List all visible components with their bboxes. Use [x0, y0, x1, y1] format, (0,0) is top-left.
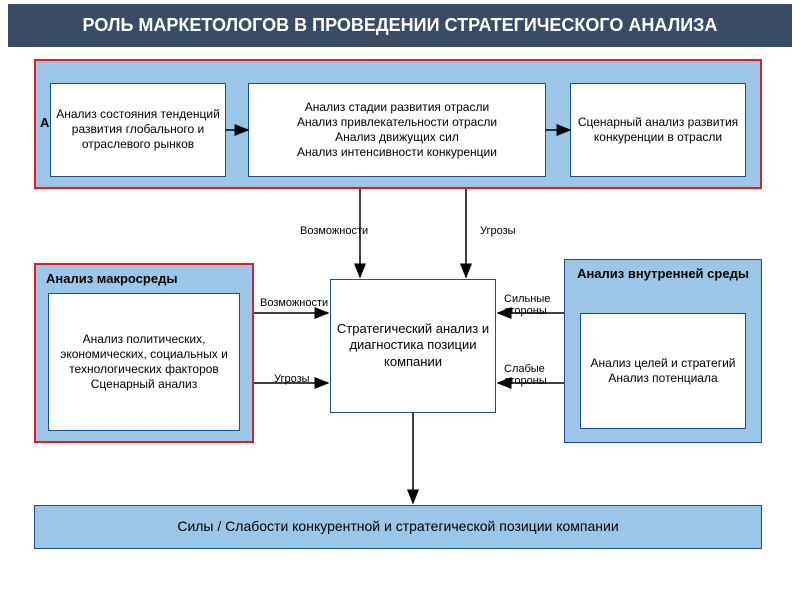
micro-box-1-text: Анализ состояния тенденций развития глоб… [55, 107, 221, 152]
label-top-right: Угрозы [480, 225, 516, 237]
macro-box: Анализ политических, экономических, соци… [48, 293, 240, 431]
micro-box-2-text: Анализ стадии развития отрасли Анализ пр… [297, 100, 497, 160]
bottom-bar-text: Силы / Слабости конкурентной и стратегич… [177, 518, 618, 536]
page-title: РОЛЬ МАРКЕТОЛОГОВ В ПРОВЕДЕНИИ СТРАТЕГИЧ… [8, 4, 792, 47]
inner-box: Анализ целей и стратегий Анализ потенциа… [580, 313, 746, 429]
center-box-text: Стратегический анализ и диагностика пози… [335, 321, 491, 370]
diagram-canvas: Анализ микросреды Анализ состояния тенде… [0, 53, 800, 581]
label-mid-left-1: Возможности [260, 297, 328, 309]
micro-box-3: Сценарный анализ развития конкуренции в … [570, 83, 746, 177]
inner-box-text: Анализ целей и стратегий Анализ потенциа… [590, 356, 735, 386]
micro-box-3-text: Сценарный анализ развития конкуренции в … [575, 115, 741, 145]
label-top-left: Возможности [300, 225, 368, 237]
micro-box-2: Анализ стадии развития отрасли Анализ пр… [248, 83, 546, 177]
label-mid-left-2: Угрозы [274, 373, 310, 385]
label-mid-right-1: Сильныестороны [504, 293, 550, 317]
inner-title: Анализ внутренней среды [577, 266, 749, 282]
micro-box-1: Анализ состояния тенденций развития глоб… [50, 83, 226, 177]
label-mid-right-2: Слабыестороны [504, 363, 547, 387]
macro-title: Анализ макросреды [46, 271, 177, 287]
macro-box-text: Анализ политических, экономических, соци… [53, 332, 235, 392]
bottom-bar: Силы / Слабости конкурентной и стратегич… [34, 505, 762, 549]
center-box: Стратегический анализ и диагностика пози… [330, 279, 496, 413]
